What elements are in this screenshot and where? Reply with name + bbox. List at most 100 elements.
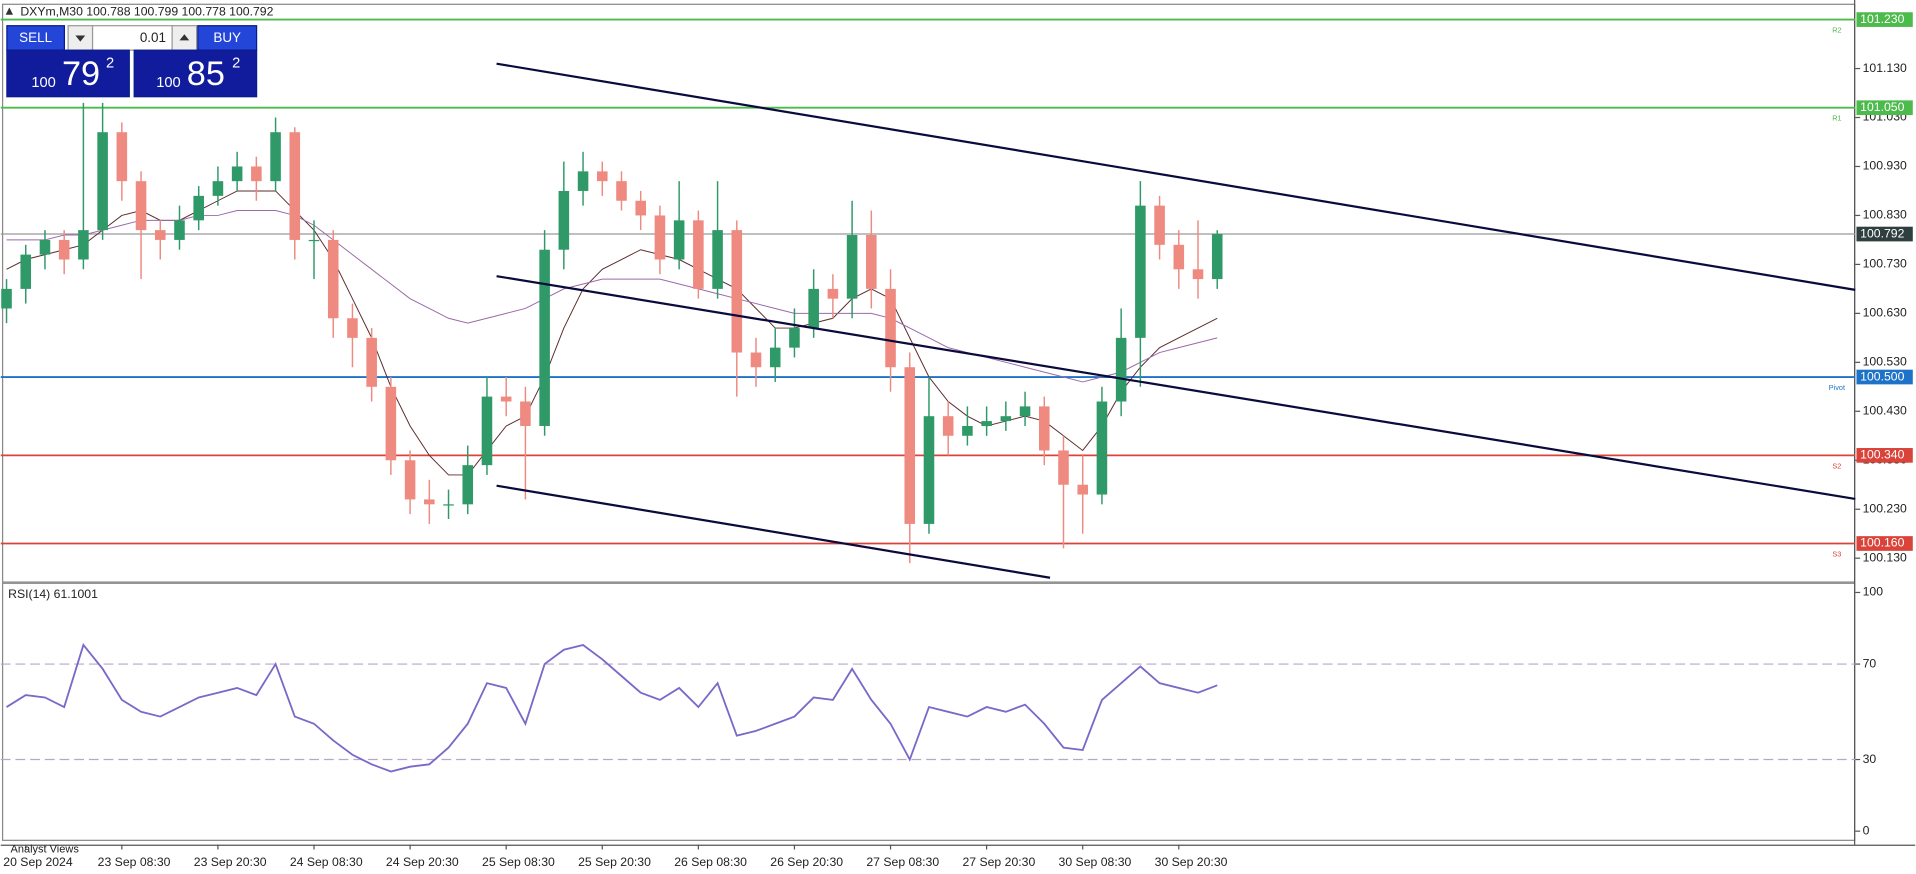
candle-body (866, 235, 877, 289)
sell-price-box[interactable] (6, 49, 130, 98)
candle-body (1211, 234, 1223, 280)
x-tick-label: 26 Sep 20:30 (770, 855, 843, 869)
sell-label: SELL (19, 30, 52, 45)
lot-value: 0.01 (140, 30, 166, 45)
candle-body (1135, 205, 1146, 338)
sell-price-big: 100 (31, 75, 55, 91)
buy-price-pips: 85 (187, 55, 225, 93)
candle-body (327, 239, 339, 319)
candle-body (251, 166, 262, 182)
up-arrow (179, 34, 190, 41)
candle-body (1192, 269, 1204, 280)
symbol-header: DXYm,M30 100.788 100.799 100.778 100.792 (20, 4, 273, 18)
moving-average (6, 210, 1218, 383)
candle-body (366, 337, 377, 387)
candle-body (1, 288, 12, 309)
y-tick-label: 100.830 (1863, 208, 1907, 222)
candle-body (1096, 401, 1108, 495)
x-tick-label: 27 Sep 20:30 (962, 855, 1035, 869)
candle-body (808, 288, 819, 329)
candle-body (462, 465, 474, 505)
candle-body (750, 352, 762, 368)
candle-body (846, 235, 858, 299)
candle-body (308, 239, 320, 242)
candle-body (78, 230, 89, 260)
candle-body (39, 239, 51, 255)
candle-body (596, 171, 608, 182)
rsi-y-tick-label: 100 (1863, 585, 1884, 599)
level-name: Pivot (1829, 383, 1845, 392)
level-value-label: 101.230 (1860, 12, 1904, 26)
candle-body (1000, 416, 1012, 422)
candle-body (673, 220, 685, 260)
candle-body (1058, 450, 1069, 485)
candle-body (116, 132, 128, 182)
candle-body (942, 416, 954, 436)
sell-price-point: 2 (106, 56, 114, 72)
candle-body (193, 195, 204, 221)
y-tick-label: 100.730 (1863, 257, 1907, 271)
plot: 101.130101.030100.930100.830100.730100.6… (0, 12, 1913, 869)
x-tick-label: 30 Sep 08:30 (1059, 855, 1132, 869)
y-tick-label: 101.130 (1863, 61, 1907, 75)
candle-body (212, 181, 224, 196)
buy-price-point: 2 (232, 56, 240, 72)
candle-body (135, 181, 147, 231)
sell-price-pips: 79 (62, 55, 100, 93)
level-name: S3 (1832, 549, 1841, 558)
level-value-box (1856, 536, 1913, 551)
buy-button[interactable] (197, 25, 258, 51)
x-tick-label: 24 Sep 08:30 (290, 855, 363, 869)
candle-body (885, 288, 896, 368)
level-name: S2 (1832, 461, 1841, 470)
trendline (496, 484, 1051, 579)
level-value-label: 100.340 (1860, 448, 1904, 462)
candle-body (981, 421, 992, 426)
candle-body (539, 249, 550, 426)
candle-body (789, 328, 800, 348)
level-name: R1 (1832, 114, 1841, 123)
level-value-label: 101.050 (1860, 100, 1904, 114)
buy-label: BUY (213, 30, 241, 45)
rsi-y-tick-label: 0 (1863, 823, 1870, 837)
candle-body (558, 190, 570, 250)
current-price-label: 100.792 (1860, 226, 1904, 240)
candle-body (481, 396, 493, 466)
level-value-box (1856, 12, 1913, 27)
rsi-line (6, 643, 1218, 773)
rsi-title: RSI(14) 61.1001 (8, 587, 98, 601)
candle-body (20, 254, 32, 289)
level-value-label: 100.500 (1860, 369, 1904, 383)
candle-body (962, 425, 973, 436)
candle-body (347, 318, 358, 338)
candle-body (97, 132, 108, 231)
trade-panel: SELL 0.01 BUY 100 79 2 100 85 2 (6, 25, 258, 98)
candle-body (712, 230, 723, 289)
buy-price-box[interactable] (133, 49, 258, 98)
sell-button[interactable] (6, 25, 66, 51)
trendline (496, 62, 1856, 291)
candle-body (769, 347, 781, 368)
current-price-box (1856, 226, 1913, 242)
x-tick-label: 24 Sep 20:30 (386, 855, 459, 869)
candle-body (443, 504, 454, 506)
level-value-box (1856, 369, 1913, 385)
candle-body (1115, 337, 1127, 402)
x-tick-label: 26 Sep 08:30 (674, 855, 747, 869)
x-tick-label: 25 Sep 08:30 (482, 855, 555, 869)
footer-tab[interactable]: Analyst Views (11, 843, 80, 855)
y-tick-label: 100.630 (1863, 306, 1907, 320)
candle-body (404, 460, 416, 500)
candle-body (270, 132, 281, 182)
x-tick-label: 30 Sep 20:30 (1155, 855, 1228, 869)
collapse-icon[interactable] (5, 7, 14, 15)
candle-body (923, 416, 935, 524)
y-tick-label: 100.930 (1863, 159, 1907, 173)
down-arrow (75, 35, 86, 42)
rsi-y-tick-label: 30 (1863, 752, 1877, 766)
moving-average (6, 190, 1218, 476)
rsi-y-tick-label: 70 (1863, 656, 1877, 670)
